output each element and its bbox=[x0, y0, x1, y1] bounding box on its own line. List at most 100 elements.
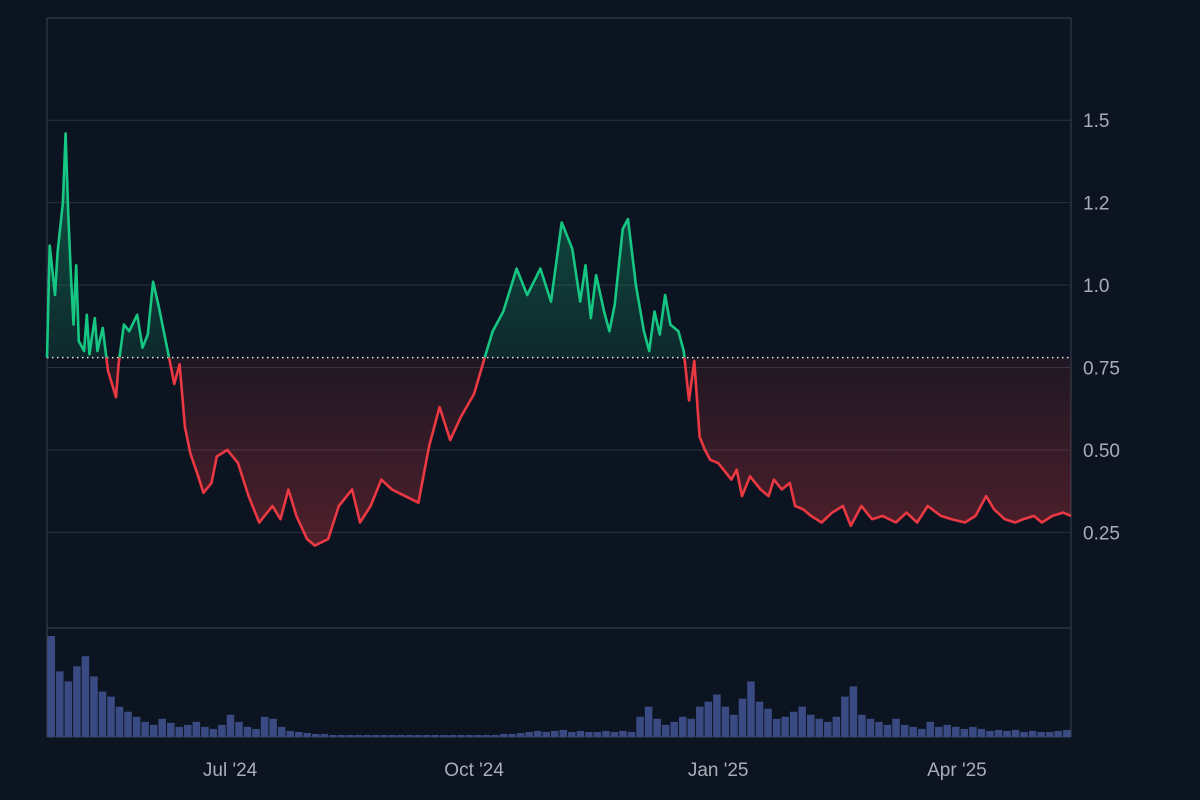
volume-bar bbox=[986, 730, 994, 737]
volume-bar bbox=[56, 671, 64, 737]
volume-bar bbox=[90, 676, 98, 737]
volume-bar bbox=[371, 734, 380, 737]
volume-bar bbox=[448, 734, 457, 737]
volume-bar bbox=[363, 734, 371, 737]
volume-bar bbox=[98, 691, 107, 737]
volume-bar bbox=[388, 734, 397, 737]
volume-bar bbox=[192, 721, 201, 737]
volume-bar bbox=[747, 681, 755, 737]
volume-bar bbox=[559, 729, 568, 737]
volume-bar bbox=[474, 734, 482, 737]
volume-bar bbox=[875, 721, 883, 737]
volume-bar bbox=[81, 656, 90, 737]
volume-bar bbox=[1003, 730, 1011, 737]
volume-bar bbox=[209, 728, 218, 737]
volume-bar bbox=[952, 726, 960, 737]
volume-bar bbox=[832, 716, 841, 737]
volume-bars bbox=[47, 636, 1071, 737]
x-tick-label: Oct '24 bbox=[444, 760, 504, 781]
volume-bar bbox=[218, 724, 226, 737]
y-tick-label: 1.2 bbox=[1083, 194, 1109, 215]
volume-bar bbox=[184, 724, 192, 737]
volume-bar bbox=[678, 716, 687, 737]
volume-bar bbox=[764, 708, 772, 737]
volume-bar bbox=[269, 718, 277, 737]
volume-bar bbox=[422, 734, 431, 737]
volume-bar bbox=[312, 733, 320, 737]
volume-bar bbox=[883, 724, 892, 737]
volume-bar bbox=[252, 728, 260, 737]
volume-bar bbox=[491, 734, 499, 737]
volume-bar bbox=[277, 726, 286, 737]
volume-bar bbox=[1045, 731, 1054, 737]
volume-bar bbox=[568, 731, 576, 737]
volume-bar bbox=[397, 734, 405, 737]
volume-bar bbox=[550, 730, 559, 737]
volume-bar bbox=[542, 731, 550, 737]
volume-bar bbox=[1028, 730, 1037, 737]
volume-bar bbox=[346, 734, 354, 737]
volume-bar bbox=[516, 732, 525, 737]
volume-bar bbox=[824, 721, 832, 737]
volume-bar bbox=[781, 716, 789, 737]
x-tick-label: Jan '25 bbox=[688, 760, 749, 781]
volume-bar bbox=[482, 734, 491, 737]
volume-bar bbox=[354, 734, 363, 737]
volume-bar bbox=[977, 728, 986, 737]
volume-bar bbox=[755, 701, 764, 737]
volume-bar bbox=[926, 721, 934, 737]
volume-bar bbox=[107, 696, 115, 737]
volume-bar bbox=[337, 734, 346, 737]
volume-bar bbox=[909, 726, 917, 737]
volume-bar bbox=[73, 666, 81, 737]
volume-bar bbox=[934, 726, 943, 737]
volume-bar bbox=[900, 724, 909, 737]
volume-bar bbox=[149, 724, 158, 737]
y-axis-ticks: 0.25 0.50 0.75 1.0 1.2 1.5 bbox=[1083, 111, 1120, 544]
volume-bar bbox=[585, 731, 593, 737]
volume-bar bbox=[849, 686, 858, 737]
volume-bar bbox=[201, 726, 209, 737]
volume-bar bbox=[226, 714, 235, 737]
volume-bar bbox=[380, 734, 388, 737]
volume-bar bbox=[943, 724, 952, 737]
volume-bar bbox=[866, 718, 875, 737]
volume-bar bbox=[636, 716, 644, 737]
y-tick-label: 1.0 bbox=[1083, 276, 1109, 297]
volume-bar bbox=[499, 733, 508, 737]
volume-bar bbox=[704, 701, 713, 737]
volume-bar bbox=[687, 718, 696, 737]
volume-bar bbox=[1054, 730, 1062, 737]
volume-bar bbox=[815, 718, 824, 737]
volume-bar bbox=[738, 698, 747, 737]
volume-bar bbox=[457, 734, 465, 737]
volume-bar bbox=[440, 734, 448, 737]
volume-bar bbox=[431, 734, 440, 737]
volume-bar bbox=[576, 730, 585, 737]
volume-bar bbox=[644, 706, 653, 737]
volume-bar bbox=[858, 714, 866, 737]
volume-bar bbox=[721, 706, 730, 737]
volume-bar bbox=[47, 636, 56, 737]
volume-bar bbox=[465, 734, 474, 737]
volume-bar bbox=[696, 706, 704, 737]
y-tick-label: 0.75 bbox=[1083, 359, 1120, 380]
volume-bar bbox=[158, 718, 166, 737]
volume-bar bbox=[806, 714, 815, 737]
volume-bar bbox=[593, 731, 602, 737]
volume-bar bbox=[124, 711, 132, 737]
volume-bar bbox=[320, 733, 329, 737]
volume-bar bbox=[175, 726, 184, 737]
volume-bar bbox=[294, 731, 303, 737]
volume-bar bbox=[64, 681, 73, 737]
volume-bar bbox=[414, 734, 422, 737]
volume-bar bbox=[1062, 729, 1071, 737]
y-tick-label: 0.25 bbox=[1083, 523, 1120, 544]
price-area-below-baseline bbox=[106, 357, 1071, 546]
volume-bar bbox=[917, 728, 926, 737]
volume-bar bbox=[1037, 731, 1045, 737]
y-tick-label: 0.50 bbox=[1083, 441, 1120, 462]
y-tick-label: 1.5 bbox=[1083, 111, 1109, 132]
volume-bar bbox=[772, 718, 781, 737]
